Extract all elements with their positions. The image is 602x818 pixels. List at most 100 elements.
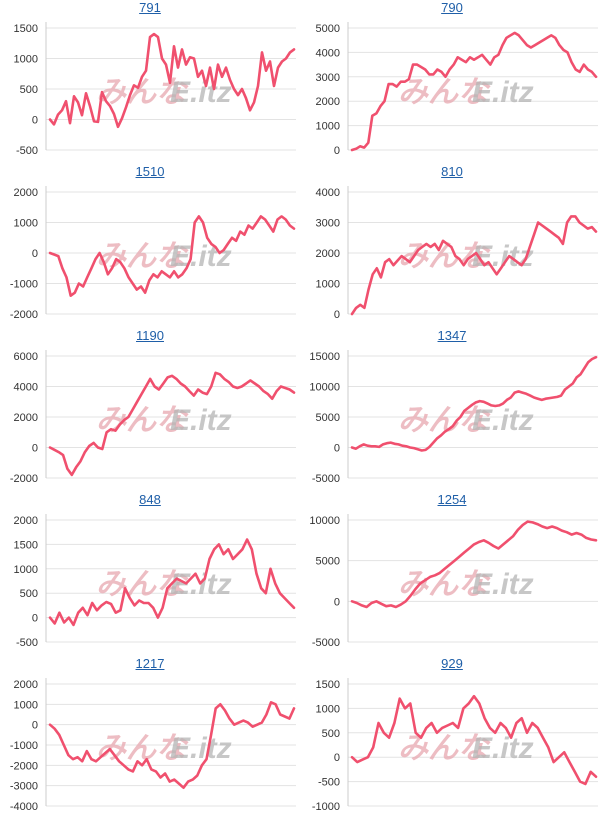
y-tick-label: -2000 xyxy=(10,309,38,321)
chart-title-link[interactable]: 1254 xyxy=(437,492,467,507)
series-line xyxy=(350,355,598,452)
y-tick-label: 10000 xyxy=(309,515,340,527)
y-tick-label: 1500 xyxy=(14,539,38,551)
watermark-text: E.itz xyxy=(170,76,232,109)
chart-title-link[interactable]: 929 xyxy=(441,656,463,671)
y-tick-label: 1000 xyxy=(14,54,38,66)
y-tick-label: 1000 xyxy=(316,279,340,291)
series-line xyxy=(48,32,296,129)
chart-title-link[interactable]: 1217 xyxy=(135,656,165,671)
chart-title-link[interactable]: 790 xyxy=(441,0,463,15)
y-tick-label: 0 xyxy=(32,443,38,455)
y-tick-label: 5000 xyxy=(316,556,340,568)
y-tick-label: 1000 xyxy=(316,703,340,715)
y-tick-label: 2000 xyxy=(316,248,340,260)
y-tick-label: 6000 xyxy=(14,351,38,363)
y-tick-label: -500 xyxy=(16,637,38,649)
y-tick-label: -4000 xyxy=(10,801,38,813)
y-tick-label: 0 xyxy=(334,145,340,157)
y-tick-label: -500 xyxy=(16,145,38,157)
y-tick-label: 0 xyxy=(32,613,38,625)
y-tick-label: 500 xyxy=(20,84,38,96)
y-tick-label: 4000 xyxy=(316,47,340,59)
series-line xyxy=(350,215,598,316)
y-tick-label: 500 xyxy=(20,588,38,600)
series-line xyxy=(350,520,598,609)
y-tick-label: -500 xyxy=(318,777,340,789)
y-tick-label: 1000 xyxy=(14,218,38,230)
watermark-text: みんな xyxy=(96,76,189,109)
watermark-text: E.itz xyxy=(170,240,232,273)
chart-panel: 1190 6000 4000 2000 0 -2000 みんな E.itz xyxy=(0,328,300,490)
watermark-text: みんな xyxy=(96,568,189,601)
chart-panel: 1510 2000 1000 0 -1000 -2000 みんな E.itz xyxy=(0,164,300,326)
y-tick-label: -1000 xyxy=(10,740,38,752)
series-line xyxy=(350,694,598,786)
watermark-text: みんな xyxy=(398,568,491,601)
series-line xyxy=(48,538,296,627)
watermark-text: E.itz xyxy=(170,404,232,437)
y-tick-label: -2000 xyxy=(10,760,38,772)
y-tick-label: 1000 xyxy=(14,564,38,576)
y-tick-label: 1500 xyxy=(14,23,38,35)
watermark-text: みんな xyxy=(96,404,189,437)
watermark-text: E.itz xyxy=(472,568,534,601)
chart-title-link[interactable]: 1510 xyxy=(135,164,165,179)
chart-title-link[interactable]: 810 xyxy=(441,164,463,179)
y-tick-label: -3000 xyxy=(10,781,38,793)
chart-panel: 810 4000 3000 2000 1000 0 みんな E.itz xyxy=(302,164,602,326)
series-line xyxy=(48,371,296,477)
watermark-text: E.itz xyxy=(170,732,232,765)
y-tick-label: 0 xyxy=(334,309,340,321)
series-line xyxy=(48,700,296,789)
y-tick-label: 0 xyxy=(32,720,38,732)
watermark-text: みんな xyxy=(96,732,189,765)
y-tick-label: 5000 xyxy=(316,412,340,424)
y-tick-label: 15000 xyxy=(309,351,340,363)
y-tick-label: 2000 xyxy=(14,412,38,424)
y-tick-label: 500 xyxy=(322,728,340,740)
chart-title-link[interactable]: 848 xyxy=(139,492,161,507)
watermark-text: みんな xyxy=(398,76,491,109)
chart-panel: 791 1500 1000 500 0 -500 みんな E.itz xyxy=(0,0,300,162)
chart-title-link[interactable]: 791 xyxy=(139,0,161,15)
chart-panel: 929 1500 1000 500 0 -500 -1000 みんな E.itz xyxy=(302,656,602,818)
y-tick-label: 2000 xyxy=(14,515,38,527)
chart-panel: 790 5000 4000 3000 2000 1000 0 みんな E.itz xyxy=(302,0,602,162)
chart-title-link[interactable]: 1347 xyxy=(437,328,467,343)
chart-panel: 848 2000 1500 1000 500 0 -500 みんな E.itz xyxy=(0,492,300,654)
chart-panel: 1254 10000 5000 0 -5000 みんな E.itz xyxy=(302,492,602,654)
y-tick-label: 2000 xyxy=(316,96,340,108)
y-tick-label: 4000 xyxy=(14,382,38,394)
watermark-text: E.itz xyxy=(472,240,534,273)
watermark-text: みんな xyxy=(398,732,491,765)
chart-title-link[interactable]: 1190 xyxy=(136,328,164,343)
y-tick-label: 4000 xyxy=(316,187,340,199)
y-tick-label: -1000 xyxy=(312,801,340,813)
y-tick-label: 1000 xyxy=(14,699,38,711)
y-tick-label: 0 xyxy=(334,596,340,608)
y-tick-label: 0 xyxy=(32,248,38,260)
series-line xyxy=(350,31,598,152)
y-tick-label: 2000 xyxy=(14,679,38,691)
watermark-text: E.itz xyxy=(472,404,534,437)
y-tick-label: 10000 xyxy=(309,382,340,394)
y-tick-label: -5000 xyxy=(312,473,340,485)
y-tick-label: 0 xyxy=(334,443,340,455)
